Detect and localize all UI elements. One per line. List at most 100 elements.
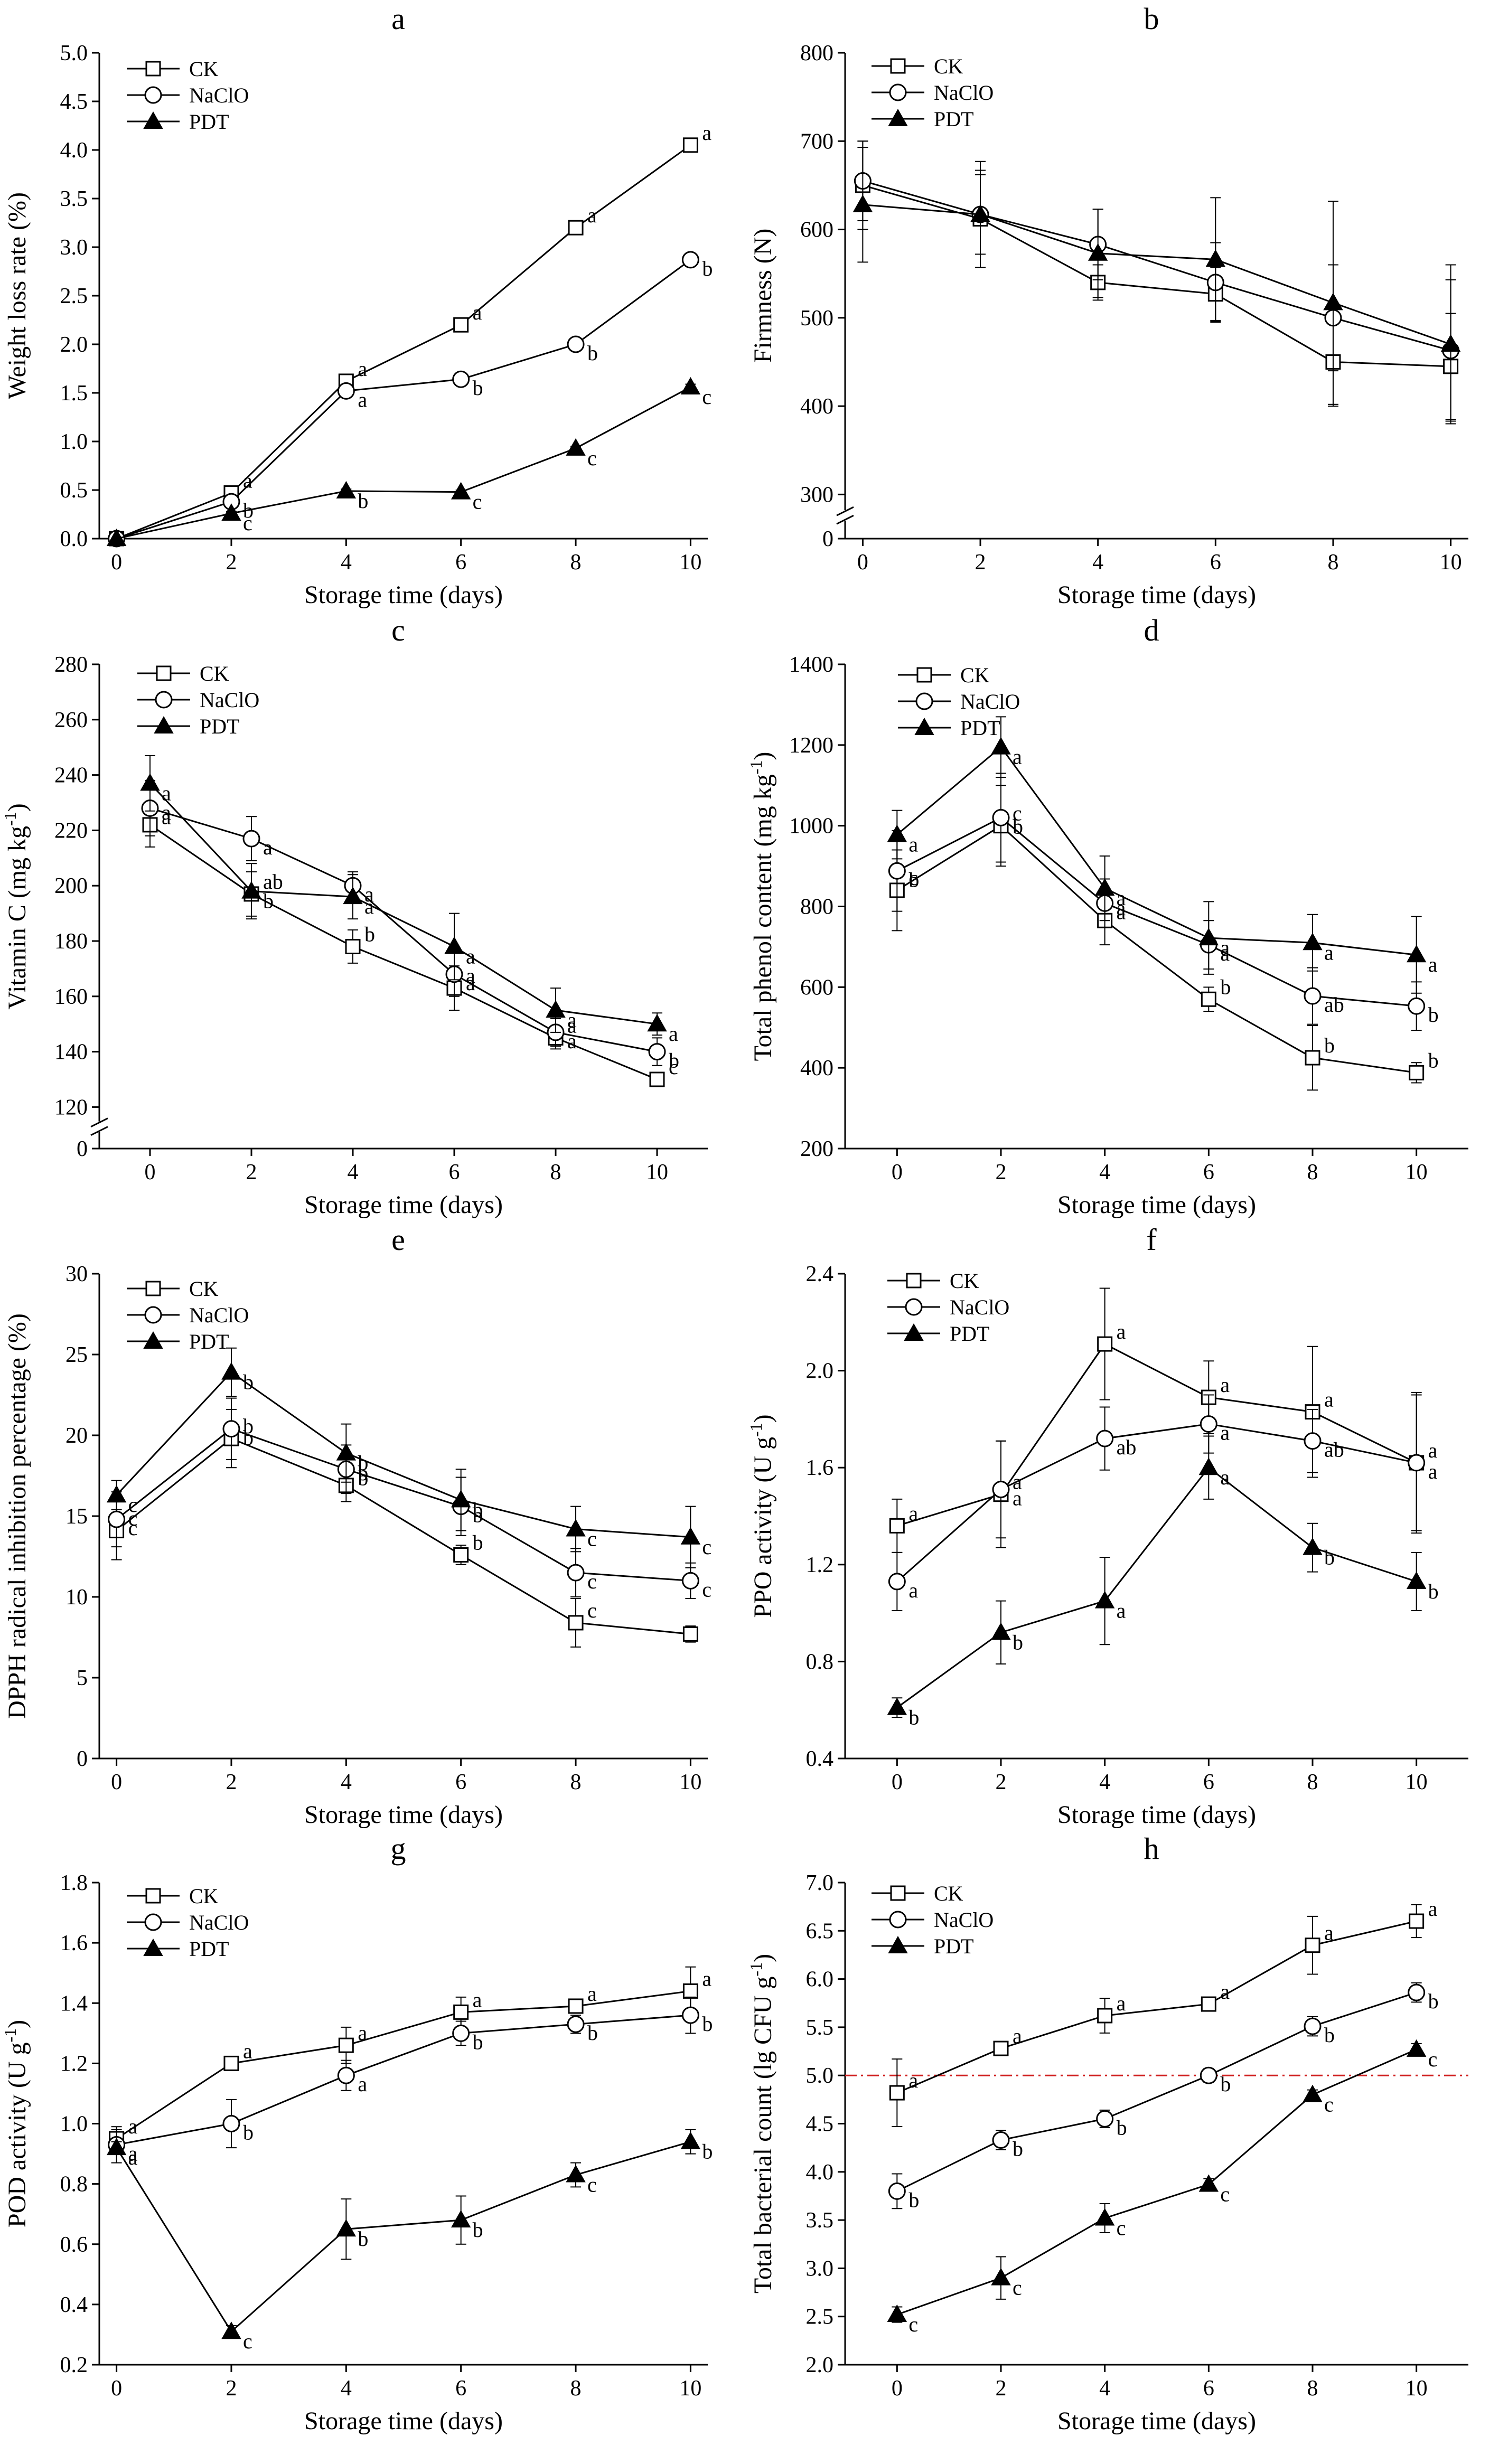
data-point: [345, 938, 361, 954]
y-tick-label: 140: [54, 1040, 88, 1065]
y-tick-label: 200: [54, 874, 88, 898]
legend-marker: [144, 1913, 162, 1931]
significance-letter: c: [587, 1527, 597, 1550]
significance-letter: c: [702, 1577, 711, 1601]
data-point: [1305, 1938, 1320, 1953]
data-point: [991, 737, 1011, 755]
y-tick-label: 1.4: [60, 1991, 88, 2016]
significance-letter: c: [587, 2173, 597, 2197]
significance-letter: b: [473, 1498, 483, 1521]
chart-panel-h: 2.0 2.5 3.0 3.5 4.0 4.5 5.0 5.5 6.0 6.5 7.0 0 2 4 6 8 10…: [746, 1831, 1468, 2435]
significance-letter: a: [162, 805, 171, 829]
legend-marker: [889, 1911, 907, 1929]
significance-letter: b: [1117, 2115, 1127, 2139]
panel-letter: h: [1144, 1831, 1159, 1866]
data-point: [140, 773, 160, 791]
series-line: [863, 204, 1451, 345]
significance-letter: a: [364, 882, 374, 906]
data-point: [451, 2210, 471, 2228]
data-point: [1200, 2066, 1217, 2084]
significance-letter: b: [243, 2121, 254, 2145]
x-tick-label: 6: [455, 2376, 466, 2401]
y-axis-label: Total bacterial count (lg CFU g-1): [746, 1954, 777, 2293]
data-point: [453, 317, 469, 333]
data-point: [681, 1572, 699, 1590]
legend-marker: [156, 665, 172, 681]
significance-letter: a: [702, 121, 711, 145]
y-tick-label: 5.5: [806, 2016, 834, 2040]
series-naclo: a b a b b b: [108, 1996, 713, 2165]
y-tick-label: 2.5: [60, 284, 88, 308]
y-tick-label: 15: [65, 1504, 88, 1529]
data-point: [1205, 249, 1226, 267]
series-line: [149, 807, 658, 1053]
y-tick-label: 0.0: [60, 527, 88, 551]
legend-label: PDT: [950, 1322, 990, 1346]
significance-letter: a: [1220, 1421, 1230, 1445]
x-tick-label: 0: [111, 2376, 122, 2401]
significance-letter: a: [908, 1501, 918, 1525]
legend-marker: [904, 1323, 924, 1341]
x-axis-label: Storage time (days): [1057, 1801, 1256, 1829]
data-point: [970, 204, 990, 222]
x-tick-label: 6: [449, 1160, 460, 1184]
significance-letter: a: [473, 1988, 482, 2011]
significance-letter: c: [1428, 2047, 1438, 2071]
y-tick-label: 400: [800, 1056, 833, 1080]
y-tick-label: 0: [822, 527, 833, 551]
data-point: [680, 377, 701, 394]
x-tick-label: 6: [1203, 1770, 1214, 1794]
data-point: [108, 1510, 126, 1528]
series-line: [116, 1428, 691, 1582]
significance-letter: c: [1220, 2183, 1230, 2206]
data-point: [1201, 991, 1216, 1007]
series-line: [862, 180, 1451, 352]
y-tick-label: 300: [800, 483, 833, 507]
series-line: [149, 783, 658, 1025]
legend-label: PDT: [934, 1934, 974, 1958]
data-point: [1409, 1065, 1425, 1080]
significance-letter: b: [358, 2227, 368, 2251]
significance-letter: ab: [1324, 1438, 1344, 1462]
data-point: [1304, 987, 1322, 1005]
y-axis-label: DPPH radical inhibition percentage (%): [3, 1313, 31, 1719]
x-tick-label: 2: [996, 1160, 1007, 1184]
data-point: [451, 482, 471, 500]
y-tick-label: 400: [800, 394, 833, 419]
significance-letter: b: [587, 341, 598, 365]
x-tick-label: 2: [226, 1770, 237, 1794]
x-tick-label: 10: [1406, 1160, 1428, 1184]
significance-letter: a: [908, 832, 918, 856]
x-tick-label: 10: [679, 1770, 701, 1794]
x-tick-label: 8: [570, 550, 582, 575]
series-line: [116, 1990, 691, 2140]
significance-letter: a: [1013, 2024, 1022, 2048]
data-point: [1094, 2208, 1115, 2226]
significance-letter: a: [263, 835, 273, 859]
significance-letter: a: [1220, 936, 1230, 960]
significance-letter: c: [587, 446, 597, 470]
data-point: [887, 2305, 907, 2322]
data-point: [1406, 2039, 1427, 2057]
y-axis-label: Vitamin C (mg kg-1): [1, 803, 31, 1009]
significance-letter: b: [1220, 2072, 1231, 2096]
data-point: [1303, 1537, 1323, 1555]
data-point: [1303, 933, 1323, 951]
y-tick-label: 3.5: [60, 187, 88, 211]
significance-letter: b: [243, 1414, 254, 1438]
significance-letter: a: [1013, 745, 1022, 769]
y-tick-label: 500: [800, 306, 833, 331]
significance-letter: b: [702, 2012, 713, 2036]
x-tick-label: 8: [1307, 1770, 1318, 1794]
significance-letter: a: [128, 2141, 138, 2165]
significance-letter: b: [1013, 1630, 1023, 1654]
legend-label: NaClO: [934, 1908, 994, 1932]
